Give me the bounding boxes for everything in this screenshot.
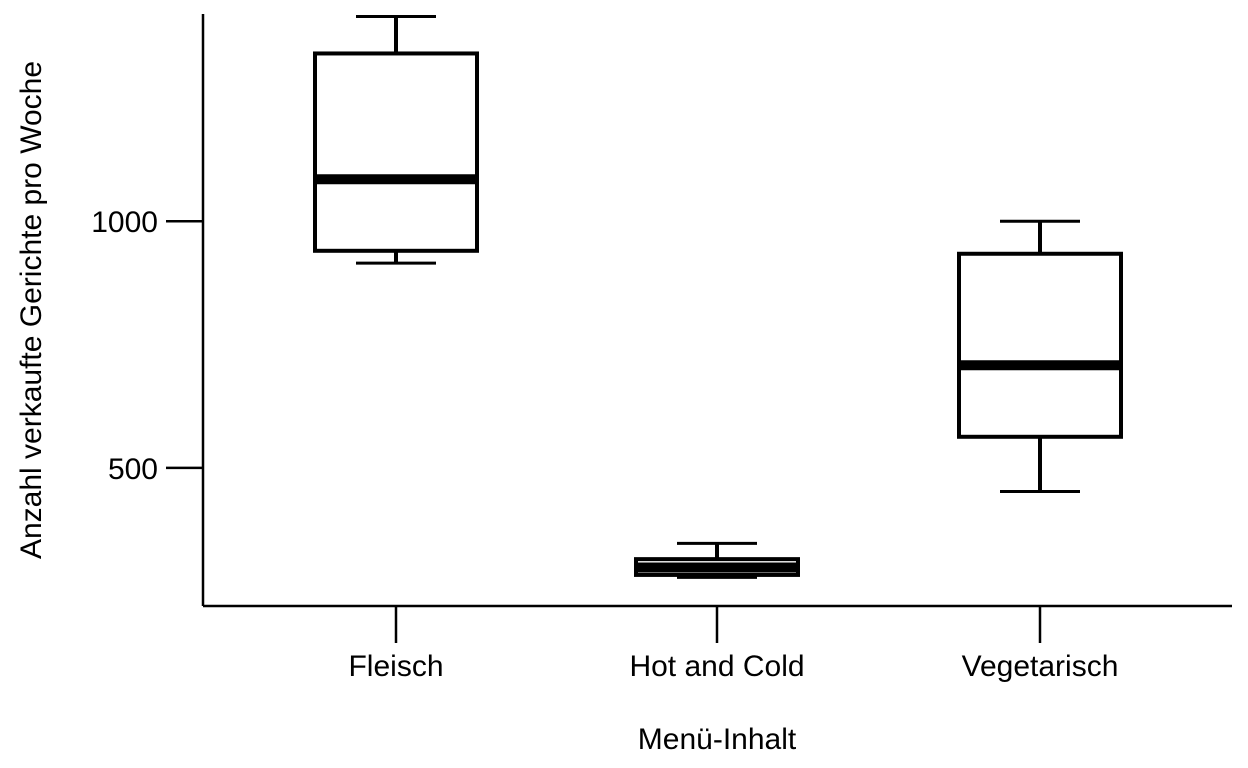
box-group-hot-and-cold — [634, 541, 800, 579]
x-tick-label: Hot and Cold — [629, 650, 804, 683]
y-axis-ticks: 500 1000 — [91, 206, 203, 486]
y-axis-title: Anzahl verkaufte Gerichte pro Woche — [15, 61, 48, 559]
box-group-fleisch — [313, 14, 479, 265]
plot-area — [313, 14, 1123, 579]
x-tick-label: Vegetarisch — [962, 650, 1119, 683]
x-axis-ticks: Fleisch Hot and Cold Vegetarisch — [348, 606, 1118, 683]
y-tick-label: 500 — [108, 453, 158, 486]
y-tick-label: 1000 — [91, 206, 158, 239]
interquartile-box — [957, 251, 1123, 439]
x-axis-title: Menü-Inhalt — [638, 723, 797, 756]
x-tick-label: Fleisch — [348, 650, 443, 683]
interquartile-box — [313, 51, 479, 253]
box-group-vegetarisch — [957, 219, 1123, 494]
